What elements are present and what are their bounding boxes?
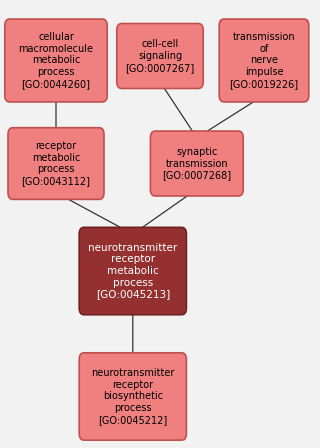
- FancyBboxPatch shape: [79, 353, 186, 440]
- Text: neurotransmitter
receptor
biosynthetic
process
[GO:0045212]: neurotransmitter receptor biosynthetic p…: [91, 368, 174, 425]
- FancyBboxPatch shape: [117, 23, 203, 89]
- Text: receptor
metabolic
process
[GO:0043112]: receptor metabolic process [GO:0043112]: [21, 141, 91, 186]
- Text: cellular
macromolecule
metabolic
process
[GO:0044260]: cellular macromolecule metabolic process…: [19, 32, 93, 89]
- FancyBboxPatch shape: [79, 228, 186, 314]
- FancyBboxPatch shape: [219, 19, 309, 102]
- Text: synaptic
transmission
[GO:0007268]: synaptic transmission [GO:0007268]: [162, 147, 231, 180]
- FancyBboxPatch shape: [8, 128, 104, 199]
- Text: cell-cell
signaling
[GO:0007267]: cell-cell signaling [GO:0007267]: [125, 39, 195, 73]
- Text: neurotransmitter
receptor
metabolic
process
[GO:0045213]: neurotransmitter receptor metabolic proc…: [88, 243, 177, 299]
- Text: transmission
of
nerve
impulse
[GO:0019226]: transmission of nerve impulse [GO:001922…: [229, 32, 299, 89]
- FancyBboxPatch shape: [150, 131, 243, 196]
- FancyBboxPatch shape: [5, 19, 107, 102]
